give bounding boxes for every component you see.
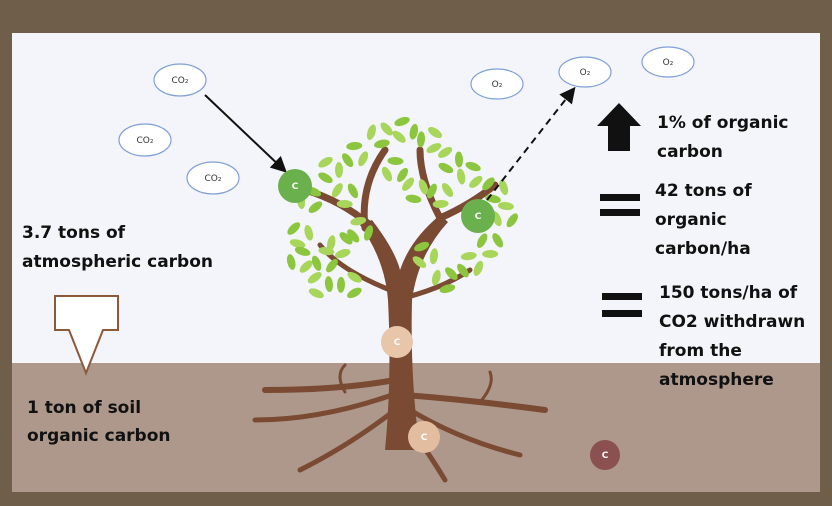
co2-withdrawn-text: 150 tons/ha of [659, 283, 798, 303]
carbon-label: C [421, 433, 428, 443]
organic-carbon-text: organic [655, 210, 727, 230]
soil-text: organic carbon [27, 426, 171, 446]
organic-percent-text: carbon [657, 142, 723, 162]
equals-bar [602, 293, 642, 300]
diagram: CO₂ CO₂ CO₂ O₂ O₂ O₂ C C C C C 3.7 tons of atmospher… [0, 0, 832, 506]
organic-carbon-text: carbon/ha [655, 239, 751, 259]
co2-label: CO₂ [137, 136, 154, 146]
o2-label: O₂ [580, 68, 591, 78]
carbon-label: C [394, 338, 401, 348]
co2-label: CO₂ [205, 174, 222, 184]
equals-bar [602, 310, 642, 317]
co2-withdrawn-text: atmosphere [659, 370, 774, 390]
leaf [335, 162, 343, 178]
equals-bar [600, 209, 640, 216]
atmospheric-text: 3.7 tons of [22, 223, 126, 243]
co2-withdrawn-text: CO2 withdrawn [659, 312, 805, 332]
atmospheric-text: atmospheric carbon [22, 252, 213, 272]
soil-text: 1 ton of soil [27, 398, 141, 418]
o2-label: O₂ [492, 80, 503, 90]
equals-bar [600, 194, 640, 201]
organic-carbon-text: 42 tons of [655, 181, 752, 201]
co2-withdrawn-text: from the [659, 341, 742, 361]
co2-label: CO₂ [172, 76, 189, 86]
o2-label: O₂ [663, 58, 674, 68]
organic-percent-text: 1% of organic [657, 113, 788, 133]
carbon-label: C [292, 182, 299, 192]
carbon-label: C [602, 451, 609, 461]
page: CO₂ CO₂ CO₂ O₂ O₂ O₂ C C C C C 3.7 tons of atmospher… [0, 0, 832, 506]
carbon-label: C [475, 212, 482, 222]
